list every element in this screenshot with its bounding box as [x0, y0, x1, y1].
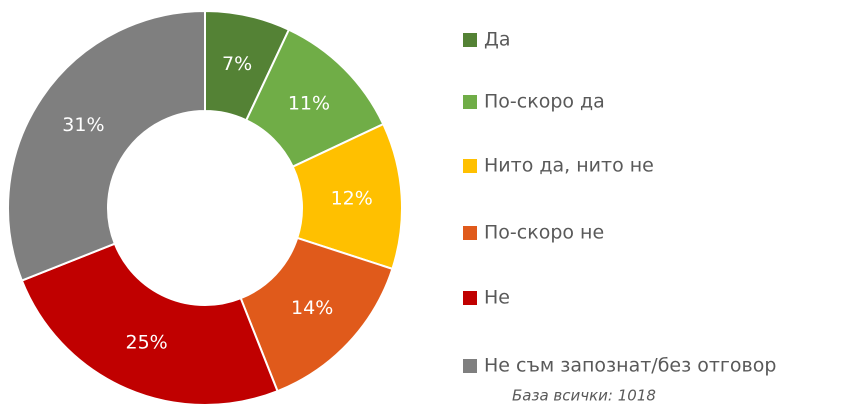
- legend-swatch: [463, 159, 477, 173]
- legend-label: По-скоро да: [484, 91, 605, 113]
- legend-label: Не съм запознат/без отговор: [484, 355, 776, 377]
- legend-swatch: [463, 359, 477, 373]
- legend-swatch: [463, 95, 477, 109]
- legend-label: По-скоро не: [484, 222, 604, 244]
- legend-label: Не: [484, 287, 510, 309]
- legend-swatch: [463, 226, 477, 240]
- donut-segment: [7, 9, 206, 282]
- legend-swatch: [463, 33, 477, 47]
- data-label: 31%: [62, 114, 104, 136]
- data-label: 25%: [126, 331, 168, 353]
- data-label: 11%: [288, 93, 330, 115]
- data-label: 12%: [331, 187, 373, 209]
- data-label: 7%: [222, 53, 252, 75]
- legend-swatch: [463, 291, 477, 305]
- data-label: 14%: [291, 297, 333, 319]
- donut-segment: [20, 242, 279, 406]
- legend-label: Нито да, нито не: [484, 155, 654, 177]
- legend-label: Да: [484, 29, 511, 51]
- footnote: База всички: 1018: [512, 387, 656, 405]
